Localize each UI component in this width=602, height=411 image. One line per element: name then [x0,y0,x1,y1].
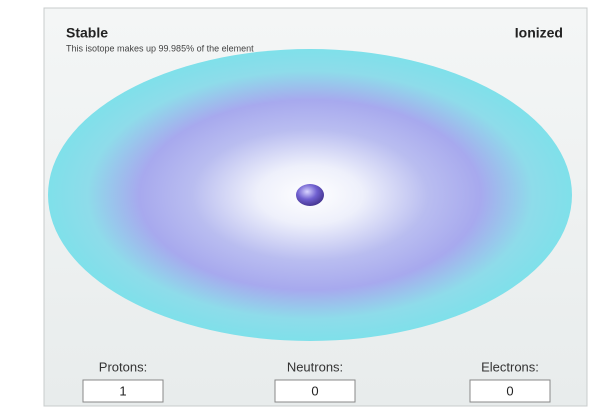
stability-label: Stable [66,25,108,41]
counter-label: Protons: [99,359,147,374]
counter-value: 1 [119,383,126,398]
abundance-note: This isotope makes up 99.985% of the ele… [66,43,254,53]
charge-label: Ionized [515,25,563,41]
counter-value: 0 [311,383,318,398]
nucleus [296,184,324,206]
counter-value: 0 [506,383,513,398]
counter-label: Neutrons: [287,359,343,374]
counter-label: Electrons: [481,359,539,374]
counter-box [274,379,356,403]
counter-box [82,379,164,403]
counter-box [469,379,551,403]
